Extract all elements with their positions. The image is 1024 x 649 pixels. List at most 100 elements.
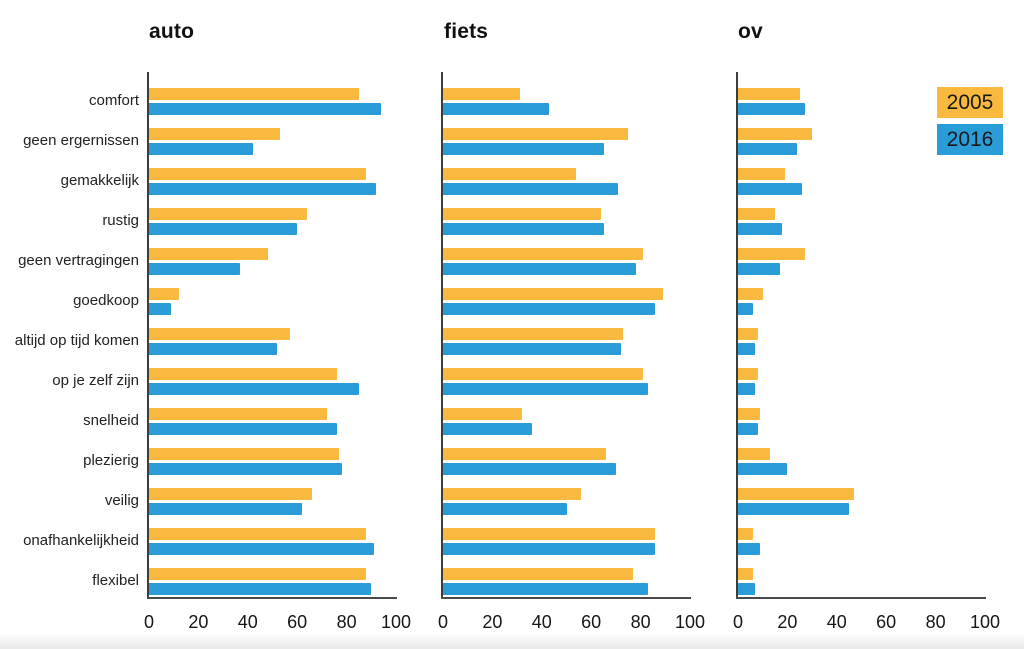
- bar-2005: [149, 128, 280, 140]
- bar-2016: [443, 503, 567, 515]
- bar-2016: [149, 423, 337, 435]
- bar-2005: [443, 448, 606, 460]
- bar-2005: [149, 328, 290, 340]
- legend-label-2005: 2005: [946, 90, 994, 114]
- bar-2016: [443, 543, 655, 555]
- bar-2005: [149, 408, 327, 420]
- bar-2016: [149, 503, 302, 515]
- bar-2005: [443, 488, 581, 500]
- x-tick-label: 40: [531, 612, 552, 632]
- category-label: geen ergernissen: [23, 132, 139, 149]
- legend-item-2005: 2005: [937, 87, 1003, 118]
- x-tick-label: 100: [969, 612, 1001, 632]
- bar-2005: [443, 248, 643, 260]
- panel-title-fiets: fiets: [444, 20, 489, 43]
- x-tick-label: 60: [581, 612, 602, 632]
- bar-2016: [443, 263, 636, 275]
- bar-2016: [149, 303, 171, 315]
- bar-2005: [149, 528, 366, 540]
- bar-2005: [738, 168, 785, 180]
- legend-label-2016: 2016: [946, 127, 994, 151]
- bar-2005: [149, 448, 339, 460]
- legend-item-2016: 2016: [937, 124, 1003, 155]
- x-axis: [441, 597, 691, 599]
- bar-2005: [149, 568, 366, 580]
- y-axis: [441, 72, 443, 598]
- bar-2005: [738, 448, 770, 460]
- category-label: plezierig: [83, 452, 139, 469]
- y-axis: [147, 72, 149, 598]
- bar-2016: [149, 103, 381, 115]
- bar-2005: [149, 168, 366, 180]
- bar-2016: [149, 543, 374, 555]
- bar-2016: [738, 383, 755, 395]
- category-label: geen vertragingen: [18, 252, 139, 269]
- bar-2016: [738, 423, 758, 435]
- panel-title-ov: ov: [738, 20, 763, 43]
- bar-2016: [738, 263, 780, 275]
- bar-2016: [738, 543, 760, 555]
- x-tick-label: 100: [380, 612, 412, 632]
- bar-2005: [443, 328, 623, 340]
- bar-2016: [738, 503, 849, 515]
- bar-2016: [149, 383, 359, 395]
- bar-2016: [738, 183, 802, 195]
- bar-2016: [149, 263, 240, 275]
- x-tick-label: 20: [777, 612, 798, 632]
- bar-2016: [443, 583, 648, 595]
- bar-2005: [149, 88, 359, 100]
- bar-2005: [738, 288, 763, 300]
- bar-2005: [738, 328, 758, 340]
- x-axis: [147, 597, 397, 599]
- bar-2005: [443, 208, 601, 220]
- x-tick-label: 0: [732, 612, 743, 632]
- bar-2005: [738, 408, 760, 420]
- legend: 2005 2016: [937, 87, 1003, 161]
- x-tick-label: 20: [482, 612, 503, 632]
- bottom-gradient: [0, 633, 1024, 649]
- bar-2016: [443, 303, 655, 315]
- panel-title-auto: auto: [149, 20, 195, 43]
- bar-2005: [738, 568, 753, 580]
- bar-2005: [443, 568, 633, 580]
- x-tick-label: 100: [674, 612, 706, 632]
- bar-2005: [443, 168, 576, 180]
- category-label: op je zelf zijn: [52, 372, 139, 389]
- bar-2016: [149, 463, 342, 475]
- bar-2016: [738, 463, 787, 475]
- x-tick-label: 20: [188, 612, 209, 632]
- bar-2005: [738, 248, 805, 260]
- bar-2005: [443, 128, 628, 140]
- bar-2005: [149, 488, 312, 500]
- bar-2005: [738, 368, 758, 380]
- bar-2005: [738, 128, 812, 140]
- x-tick-label: 40: [237, 612, 258, 632]
- bar-2005: [149, 368, 337, 380]
- category-label: goedkoop: [73, 292, 139, 309]
- y-axis: [736, 72, 738, 598]
- bar-2005: [443, 528, 655, 540]
- category-label: flexibel: [92, 572, 139, 589]
- bar-2016: [149, 343, 277, 355]
- bar-2016: [149, 223, 297, 235]
- bar-2005: [738, 208, 775, 220]
- x-tick-label: 40: [826, 612, 847, 632]
- bar-2005: [738, 488, 854, 500]
- bar-2016: [443, 463, 616, 475]
- category-label: rustig: [102, 212, 139, 229]
- bar-2016: [149, 583, 371, 595]
- category-label: snelheid: [83, 412, 139, 429]
- category-label: gemakkelijk: [60, 172, 139, 189]
- bar-2016: [443, 103, 549, 115]
- bar-2016: [443, 343, 621, 355]
- bar-2005: [738, 528, 753, 540]
- bar-2016: [443, 423, 532, 435]
- x-tick-label: 80: [925, 612, 946, 632]
- bar-2005: [149, 248, 268, 260]
- bar-2005: [149, 208, 307, 220]
- bar-2016: [738, 103, 805, 115]
- bar-2016: [738, 303, 753, 315]
- x-tick-label: 0: [143, 612, 154, 632]
- bar-2016: [443, 183, 618, 195]
